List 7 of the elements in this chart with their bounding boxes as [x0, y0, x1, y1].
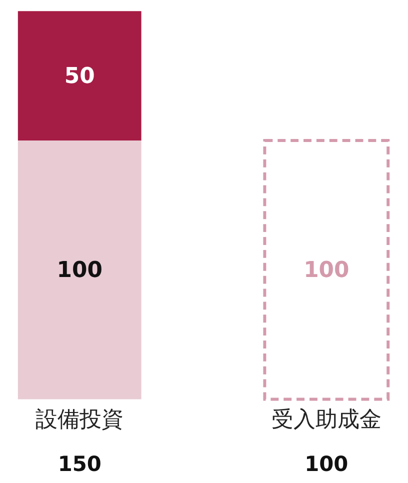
data-label: 100 — [56, 258, 102, 283]
data-label: 50 — [64, 64, 95, 89]
x-tick-label: 設備投資 — [36, 408, 124, 433]
total-label: 150 — [58, 452, 102, 476]
x-tick-label: 受入助成金 — [271, 408, 382, 433]
total-label: 100 — [304, 452, 348, 476]
data-label: 100 — [304, 258, 350, 283]
